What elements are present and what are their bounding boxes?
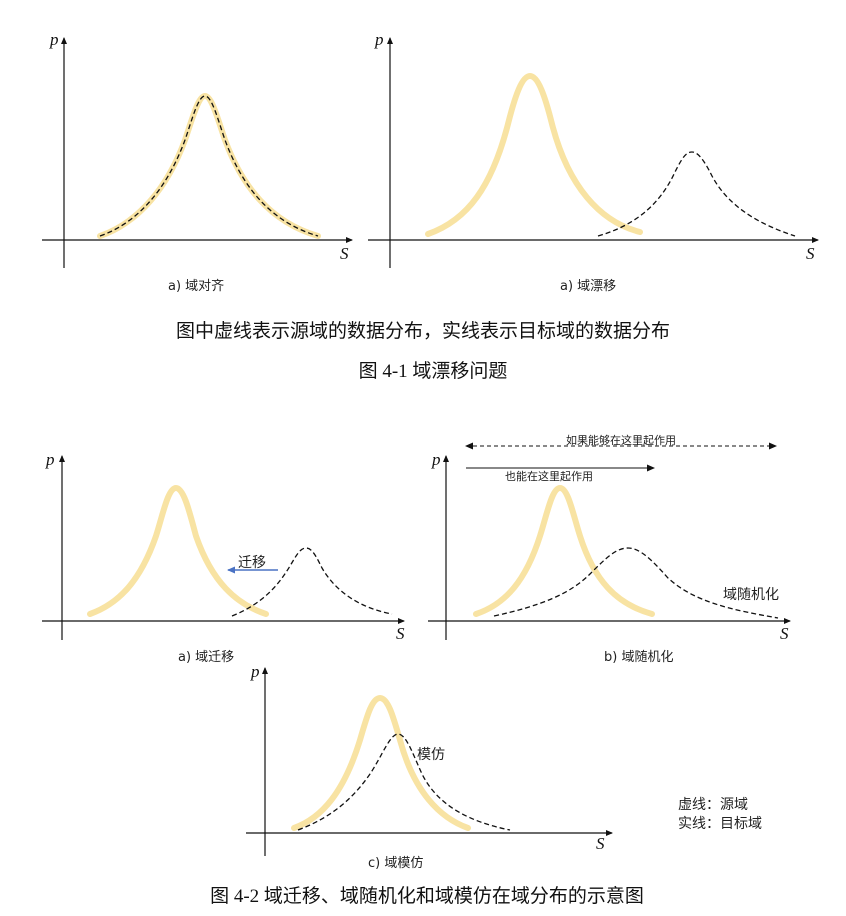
fig2-panel-a-chart	[42, 455, 405, 640]
fig1-description: 图中虚线表示源域的数据分布，实线表示目标域的数据分布	[175, 321, 671, 342]
imitation-curve-label: 模仿	[417, 747, 445, 763]
fig2b-caption: b) 域随机化	[604, 650, 674, 665]
fig2c-x-label: S	[596, 834, 605, 853]
legend-dashed: 虚线：源域	[678, 797, 748, 813]
fig2b-target-curve	[493, 547, 779, 619]
fig2a-source-curve	[87, 484, 269, 617]
fig1a-target-curve	[99, 95, 319, 237]
fig2a-caption: a) 域迁移	[178, 650, 235, 665]
fig2a-target-curve	[231, 547, 393, 617]
fig1-title: 图 4-1 域漂移问题	[358, 361, 508, 382]
fig1a-x-label: S	[340, 244, 349, 263]
fig2c-target-curve	[297, 733, 511, 831]
fig1b-target-curve	[597, 151, 796, 237]
fig2-panel-b-chart	[428, 442, 791, 640]
fig1a-caption: a) 域对齐	[168, 279, 225, 294]
fig2b-y-label: p	[432, 450, 441, 469]
fig1b-y-label: p	[375, 30, 384, 49]
fig2-panel-c-chart	[246, 667, 613, 856]
fig1b-x-label: S	[806, 244, 815, 263]
fig2a-x-label: S	[396, 624, 405, 643]
fig1b-source-curve	[425, 72, 643, 237]
fig2b-x-label: S	[780, 624, 789, 643]
fig2c-caption: c) 域模仿	[368, 856, 424, 871]
narrow-range-label: 也能在这里起作用	[505, 470, 593, 483]
fig2-title: 图 4-2 域迁移、域随机化和域模仿在域分布的示意图	[210, 886, 644, 907]
fig2c-y-label: p	[251, 662, 260, 681]
fig2b-source-curve	[473, 484, 655, 617]
randomization-curve-label: 域随机化	[723, 587, 779, 603]
fig2c-source-curve	[291, 694, 471, 831]
fig1a-y-label: p	[50, 30, 59, 49]
fig2a-y-label: p	[46, 450, 55, 469]
migration-label: 迁移	[238, 555, 266, 571]
fig1a-source-curve	[97, 92, 321, 239]
fig1-panel-a-chart	[42, 37, 353, 268]
fig1-panel-b-chart	[368, 37, 819, 268]
legend-solid: 实线：目标域	[678, 816, 762, 832]
fig1b-caption: a) 域漂移	[560, 279, 617, 294]
wide-range-label: 如果能够在这里起作用	[566, 434, 676, 447]
